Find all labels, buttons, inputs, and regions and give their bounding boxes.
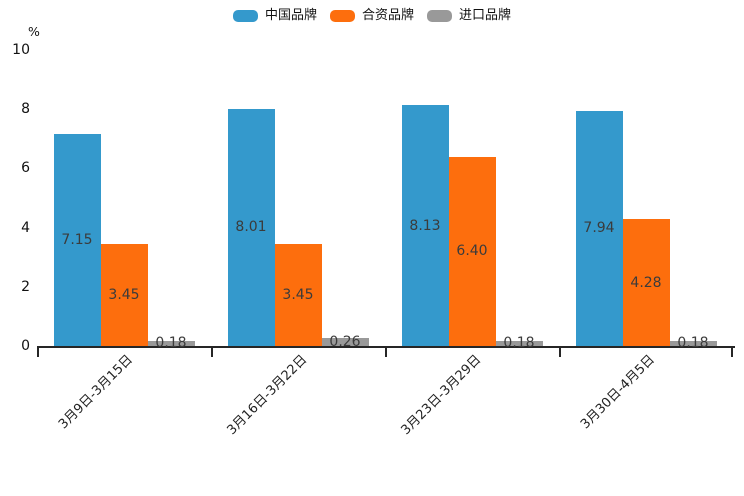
legend-swatch-china-brand xyxy=(232,10,258,22)
bar-value-label: 3.45 xyxy=(108,286,140,303)
bar-china-brand xyxy=(53,134,101,346)
y-tick-label: 2 xyxy=(21,278,30,295)
x-tick-mark xyxy=(211,346,213,357)
y-tick-label: 10 xyxy=(12,42,30,58)
x-category-label: 3月23日-3月29日 xyxy=(398,352,484,439)
legend-label: 合资品牌 xyxy=(361,8,414,23)
bar-value-label: 0.18 xyxy=(677,335,709,352)
bar-value-label: 8.01 xyxy=(235,219,267,236)
bar-value-label: 0.18 xyxy=(155,335,187,352)
bar-value-label: 7.94 xyxy=(583,220,615,237)
legend-item-china-brand[interactable]: 中国品牌 xyxy=(232,8,317,24)
legend-label: 中国品牌 xyxy=(264,8,317,23)
bar-joint-venture-brand xyxy=(448,156,496,346)
y-axis-unit-label: % xyxy=(28,24,40,39)
bar-china-brand xyxy=(401,105,449,346)
bar-joint-venture-brand xyxy=(274,243,322,346)
x-tick-mark xyxy=(559,346,561,357)
bar-joint-venture-brand xyxy=(622,219,670,346)
legend-item-imported-brand[interactable]: 进口品牌 xyxy=(427,8,511,24)
legend: 中国品牌 合资品牌 进口品牌 xyxy=(0,8,744,24)
bar-joint-venture-brand xyxy=(100,243,148,346)
legend-item-joint-venture-brand[interactable]: 合资品牌 xyxy=(329,8,414,24)
y-tick-label: 8 xyxy=(21,101,30,118)
legend-label: 进口品牌 xyxy=(459,8,512,23)
bar-china-brand xyxy=(227,108,275,346)
x-tick-mark xyxy=(731,346,733,357)
bar-china-brand xyxy=(575,110,623,346)
x-category-label: 3月16日-3月22日 xyxy=(224,352,310,439)
x-tick-mark xyxy=(385,346,387,357)
bar-value-label: 8.13 xyxy=(409,217,441,234)
bar-value-label: 4.28 xyxy=(630,274,662,291)
legend-swatch-joint-venture-brand xyxy=(329,10,355,22)
y-tick-label: 6 xyxy=(21,160,30,177)
x-category-label: 3月9日-3月15日 xyxy=(55,352,136,433)
bar-value-label: 6.40 xyxy=(456,243,488,260)
bar-value-label: 7.15 xyxy=(61,232,93,249)
y-tick-label: 0 xyxy=(21,338,30,354)
plot-area: 7.15 3.45 0.18 8.01 3.45 0.26 8.13 6.40 0.18 7.94… xyxy=(37,50,733,351)
bar-value-label: 0.18 xyxy=(503,335,535,352)
bar-imported-brand xyxy=(669,340,717,346)
bar-value-label: 3.45 xyxy=(282,286,314,303)
bar-value-label: 0.26 xyxy=(329,334,361,351)
legend-swatch-imported-brand xyxy=(427,10,452,22)
x-category-label: 3月30日-4月5日 xyxy=(577,352,658,433)
bar-imported-brand xyxy=(321,338,369,346)
bar-imported-brand xyxy=(147,340,195,346)
bar-imported-brand xyxy=(495,340,543,346)
y-tick-label: 4 xyxy=(21,219,30,236)
x-tick-mark xyxy=(37,346,39,357)
